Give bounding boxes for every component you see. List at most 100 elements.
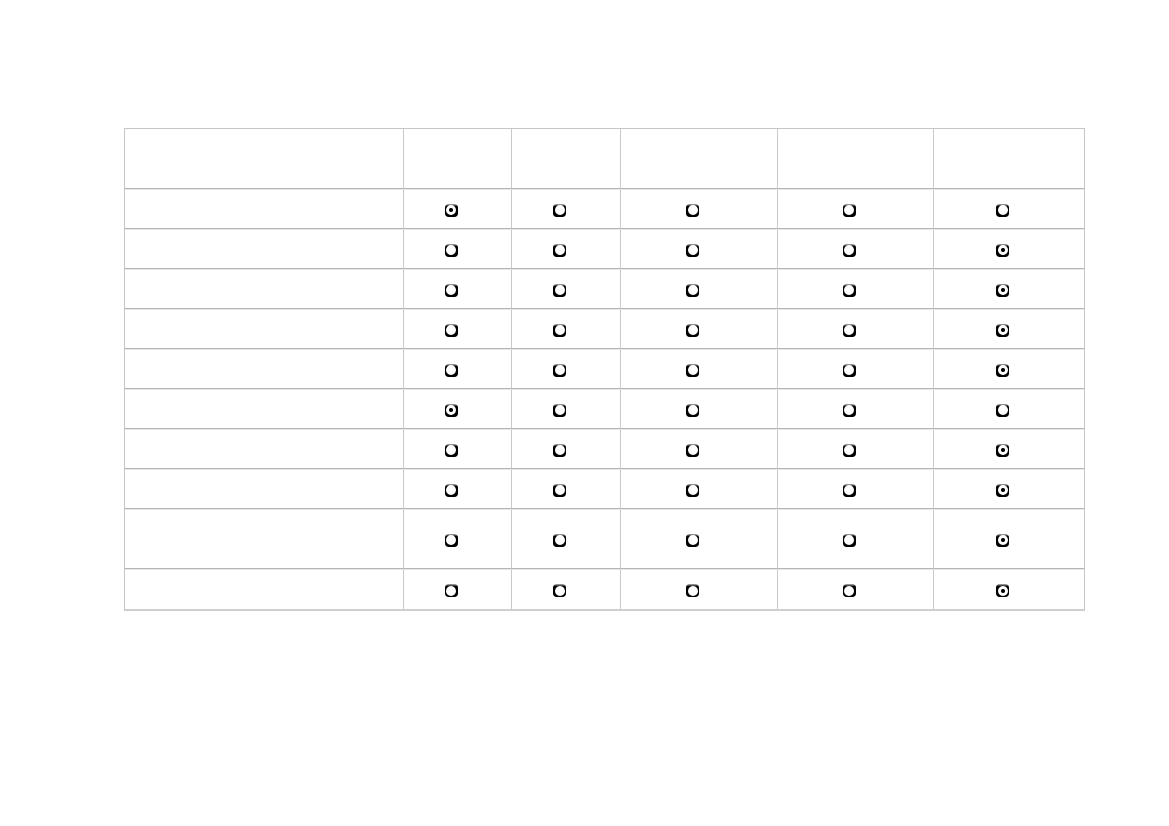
radio-icon[interactable] [842,443,856,457]
option-cell [934,509,1084,569]
option-cell [404,469,512,509]
table-row [125,189,1084,229]
radio-selected-icon[interactable] [444,203,458,217]
radio-icon[interactable] [686,363,699,377]
radio-icon[interactable] [444,533,458,547]
option-cell [404,269,512,309]
radio-icon[interactable] [553,363,566,377]
column-header [512,129,621,189]
option-cell [512,509,621,569]
matrix-header [125,129,1084,189]
option-cell [512,269,621,309]
option-cell [512,189,621,229]
radio-icon[interactable] [686,283,699,297]
radio-icon[interactable] [842,283,856,297]
radio-icon[interactable] [686,443,699,457]
option-cell [621,389,778,429]
option-cell [404,429,512,469]
option-cell [934,429,1084,469]
row-label [125,509,404,569]
option-cell [934,269,1084,309]
radio-icon[interactable] [686,243,699,257]
header-row [125,129,1084,189]
table-row [125,469,1084,509]
radio-icon[interactable] [553,403,566,417]
row-label [125,569,404,609]
radio-icon[interactable] [553,203,566,217]
option-cell [404,189,512,229]
option-cell [512,569,621,609]
radio-icon[interactable] [444,323,458,337]
radio-selected-icon[interactable] [996,584,1009,598]
option-cell [778,389,934,429]
option-cell [934,309,1084,349]
row-label [125,309,404,349]
option-cell [404,309,512,349]
radio-icon[interactable] [842,203,856,217]
radio-selected-icon[interactable] [996,323,1009,337]
radio-icon[interactable] [686,533,699,547]
radio-icon[interactable] [686,403,699,417]
radio-icon[interactable] [553,584,566,598]
radio-icon[interactable] [444,283,458,297]
radio-icon[interactable] [686,584,699,598]
radio-icon[interactable] [553,533,566,547]
option-cell [778,429,934,469]
radio-icon[interactable] [996,403,1009,417]
radio-selected-icon[interactable] [996,243,1009,257]
option-cell [512,389,621,429]
option-cell [404,229,512,269]
radio-selected-icon[interactable] [996,363,1009,377]
radio-selected-icon[interactable] [996,443,1009,457]
radio-icon[interactable] [686,203,699,217]
option-cell [621,189,778,229]
radio-icon[interactable] [444,363,458,377]
column-header [778,129,934,189]
option-cell [621,509,778,569]
option-cell [934,389,1084,429]
row-label [125,189,404,229]
radio-icon[interactable] [553,243,566,257]
radio-icon[interactable] [996,203,1009,217]
column-header [404,129,512,189]
option-cell [621,429,778,469]
radio-icon[interactable] [842,323,856,337]
radio-icon[interactable] [686,323,699,337]
option-cell [778,269,934,309]
radio-icon[interactable] [842,403,856,417]
column-header [621,129,778,189]
row-label [125,269,404,309]
radio-selected-icon[interactable] [996,483,1009,497]
table-row [125,569,1084,609]
option-cell [512,309,621,349]
radio-icon[interactable] [444,483,458,497]
radio-icon[interactable] [444,443,458,457]
radio-icon[interactable] [686,483,699,497]
table-row [125,389,1084,429]
radio-icon[interactable] [553,483,566,497]
option-cell [778,349,934,389]
radio-selected-icon[interactable] [444,403,458,417]
option-cell [934,229,1084,269]
option-cell [621,229,778,269]
option-cell [934,469,1084,509]
radio-icon[interactable] [842,533,856,547]
radio-selected-icon[interactable] [996,533,1009,547]
radio-icon[interactable] [553,283,566,297]
option-cell [621,349,778,389]
column-header [934,129,1084,189]
radio-icon[interactable] [842,363,856,377]
radio-selected-icon[interactable] [996,283,1009,297]
option-cell [404,389,512,429]
radio-icon[interactable] [553,323,566,337]
table-row [125,229,1084,269]
radio-icon[interactable] [842,584,856,598]
radio-icon[interactable] [444,584,458,598]
option-cell [512,469,621,509]
radio-icon[interactable] [842,243,856,257]
radio-icon[interactable] [444,243,458,257]
radio-icon[interactable] [553,443,566,457]
radio-icon[interactable] [842,483,856,497]
option-cell [404,349,512,389]
row-label [125,349,404,389]
